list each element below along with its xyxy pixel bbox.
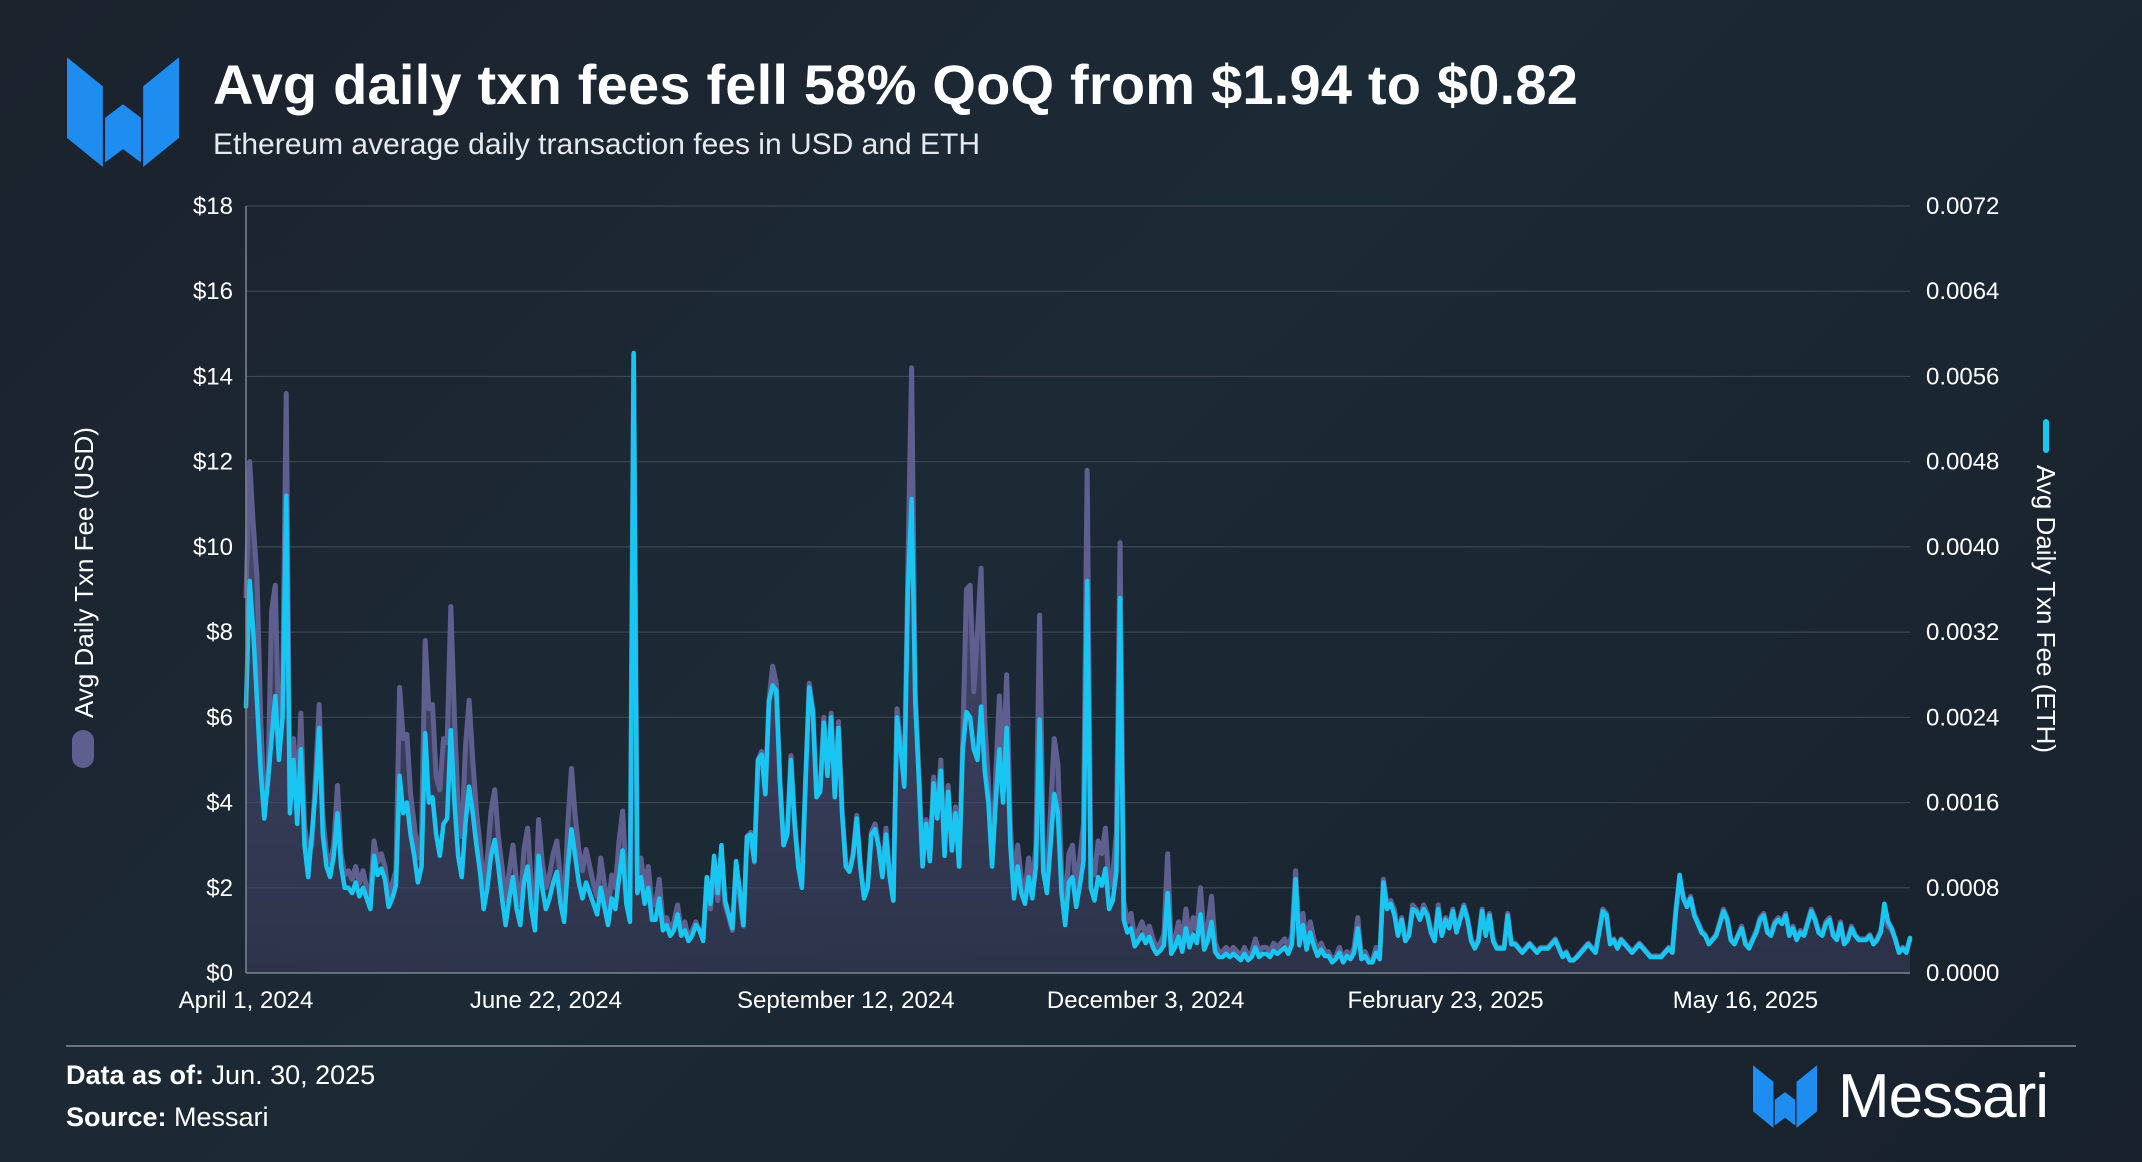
y-right-tick-label: 0.0008 bbox=[1926, 875, 1999, 902]
y-left-tick-label: $4 bbox=[206, 790, 233, 817]
usd-series-area bbox=[246, 355, 1910, 973]
x-tick-label: December 3, 2024 bbox=[1047, 987, 1244, 1014]
data-as-of: Data as of: Jun. 30, 2025 bbox=[66, 1060, 375, 1091]
y-right-axis-label: Avg Daily Txn Fee (ETH) bbox=[2031, 465, 2061, 753]
y-right-tick-label: 0.0048 bbox=[1926, 449, 1999, 476]
y-left-axis-label: Avg Daily Txn Fee (USD) bbox=[69, 427, 99, 718]
legend-usd-swatch bbox=[72, 730, 94, 768]
chart-canvas: $0$2$4$6$8$10$12$14$16$18 0.00000.00080.… bbox=[69, 193, 2061, 1014]
y-right-tick-label: 0.0040 bbox=[1926, 534, 1999, 561]
chart-subtitle: Ethereum average daily transaction fees … bbox=[213, 128, 981, 161]
y-left-tick-label: $2 bbox=[206, 875, 233, 902]
messari-brand-icon bbox=[1753, 1065, 1817, 1128]
x-tick-label: June 22, 2024 bbox=[470, 987, 622, 1014]
y-right-tick-label: 0.0024 bbox=[1926, 704, 1999, 731]
x-axis-ticks: April 1, 2024 June 22, 2024 September 12, … bbox=[179, 987, 1819, 1014]
y-right-tick-label: 0.0064 bbox=[1926, 278, 1999, 305]
brand-logo: Messari bbox=[1752, 1061, 2049, 1131]
y-left-tick-label: $14 bbox=[193, 363, 233, 390]
eth-series-layer bbox=[243, 350, 1913, 965]
legend-eth-swatch bbox=[2043, 419, 2049, 453]
data-as-of-label: Data as of: bbox=[66, 1060, 205, 1090]
y-left-tick-label: $16 bbox=[193, 278, 233, 305]
y-left-tick-label: $18 bbox=[193, 193, 233, 220]
footer-divider bbox=[66, 1045, 2076, 1047]
y-left-tick-label: $10 bbox=[193, 534, 233, 561]
usd-series-layer bbox=[243, 352, 1913, 973]
y-left-tick-label: $12 bbox=[193, 449, 233, 476]
x-tick-label: April 1, 2024 bbox=[179, 987, 314, 1014]
source-value: Messari bbox=[166, 1102, 269, 1132]
y-left-tick-label: $0 bbox=[206, 960, 233, 987]
source-label: Source: bbox=[66, 1102, 167, 1132]
eth-series-line bbox=[243, 350, 1913, 965]
chart-title: Avg daily txn fees fell 58% QoQ from $1.… bbox=[213, 53, 1579, 116]
y-right-tick-label: 0.0032 bbox=[1926, 619, 1999, 646]
gridlines bbox=[246, 205, 1910, 889]
y-right-tick-label: 0.0000 bbox=[1926, 960, 1999, 987]
y-right-tick-label: 0.0072 bbox=[1926, 193, 1999, 220]
right-axis-ticks: 0.0000 0.0008 0.0016 0.0024 0.0032 0.0040 0.00… bbox=[1926, 193, 1999, 987]
x-tick-label: February 23, 2025 bbox=[1347, 987, 1543, 1014]
x-tick-label: September 12, 2024 bbox=[737, 987, 955, 1014]
y-left-tick-label: $6 bbox=[206, 704, 233, 731]
left-axis-ticks: $0 $2 $4 $6 $8 $10 $12 $14 $16 $18 bbox=[193, 193, 233, 987]
y-right-tick-label: 0.0016 bbox=[1926, 790, 1999, 817]
source: Source: Messari bbox=[66, 1102, 269, 1133]
x-tick-label: May 16, 2025 bbox=[1673, 987, 1818, 1014]
y-left-tick-label: $8 bbox=[206, 619, 233, 646]
y-right-tick-label: 0.0056 bbox=[1926, 363, 1999, 390]
brand-name: Messari bbox=[1838, 1061, 2049, 1131]
data-as-of-value: Jun. 30, 2025 bbox=[204, 1060, 376, 1090]
axes bbox=[245, 206, 1910, 974]
messari-logo-icon bbox=[67, 57, 179, 167]
